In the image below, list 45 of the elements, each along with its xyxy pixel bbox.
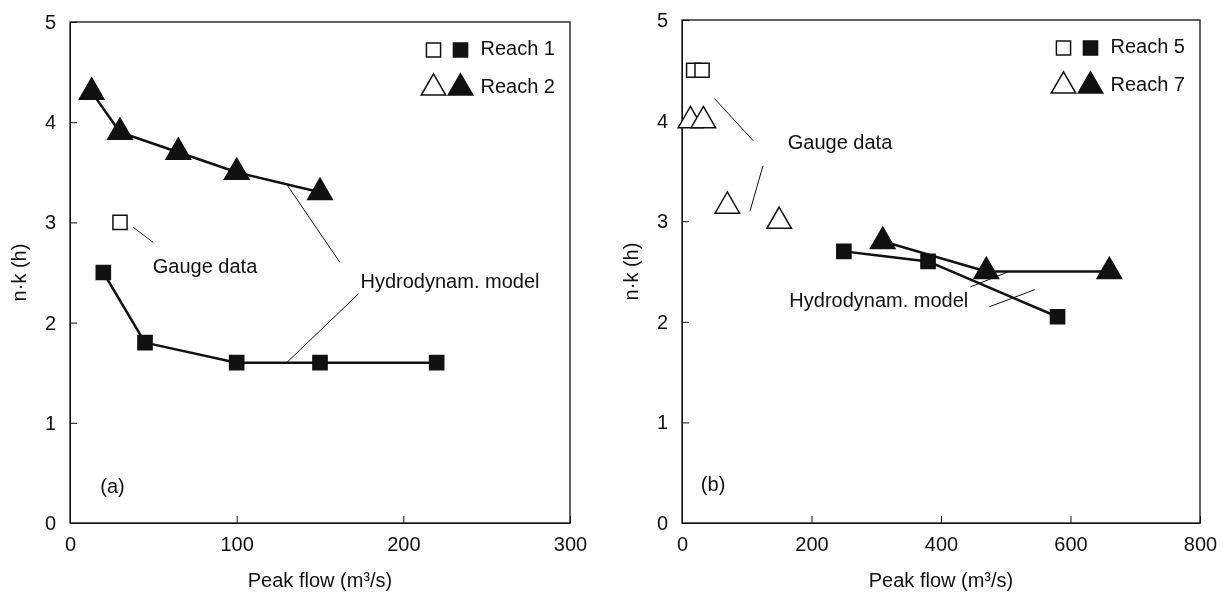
y-tick-label: 2 (44, 311, 56, 334)
y-tick-label: 4 (44, 111, 56, 134)
annotation: (b) (700, 472, 726, 495)
point (228, 354, 245, 371)
annotation: Gauge data (152, 254, 259, 277)
x-tick-label: 400 (924, 533, 959, 556)
point (307, 177, 333, 201)
point (95, 264, 112, 281)
point (107, 117, 133, 141)
point (428, 354, 445, 371)
y-tick-label: 0 (656, 511, 668, 534)
legend-label: Reach 1 (480, 37, 555, 60)
y-tick-label: 3 (44, 211, 56, 234)
y-tick-label: 1 (44, 411, 56, 434)
y-tick-label: 0 (44, 511, 56, 534)
y-tick-label: 3 (656, 210, 668, 233)
x-tick-label: 0 (64, 533, 77, 556)
y-axis-title: n·k (h) (620, 242, 642, 301)
y-tick-label: 5 (44, 10, 56, 33)
annotation: Gauge data (787, 130, 894, 153)
y-tick-label: 1 (656, 411, 668, 434)
point (223, 157, 250, 181)
x-tick-label: 200 (387, 533, 421, 556)
x-axis-title: Peak flow (m³/s) (868, 569, 1014, 591)
x-tick-label: 200 (795, 533, 829, 556)
annotation: (a) (100, 475, 125, 498)
x-tick-label: 0 (676, 533, 689, 556)
point (312, 354, 328, 371)
x-tick-label: 800 (1183, 533, 1218, 556)
legend-label: Reach 7 (1110, 73, 1185, 96)
annotation: Hydrodynam. model (789, 288, 969, 311)
x-tick-label: 100 (220, 533, 254, 556)
point (165, 137, 192, 161)
x-tick-label: 600 (1054, 533, 1088, 556)
y-axis-title: n·k (h) (8, 243, 30, 302)
y-tick-label: 4 (656, 109, 668, 132)
x-tick-label: 300 (553, 533, 588, 556)
x-axis-title: Peak flow (m³/s) (247, 569, 393, 591)
legend-label: Reach 2 (480, 75, 555, 98)
annotation: Hydrodynam. model (360, 269, 540, 292)
point (78, 77, 105, 100)
y-tick-label: 2 (656, 310, 668, 333)
point (137, 334, 153, 351)
y-tick-label: 5 (656, 8, 668, 31)
legend-label: Reach 5 (1110, 35, 1185, 58)
